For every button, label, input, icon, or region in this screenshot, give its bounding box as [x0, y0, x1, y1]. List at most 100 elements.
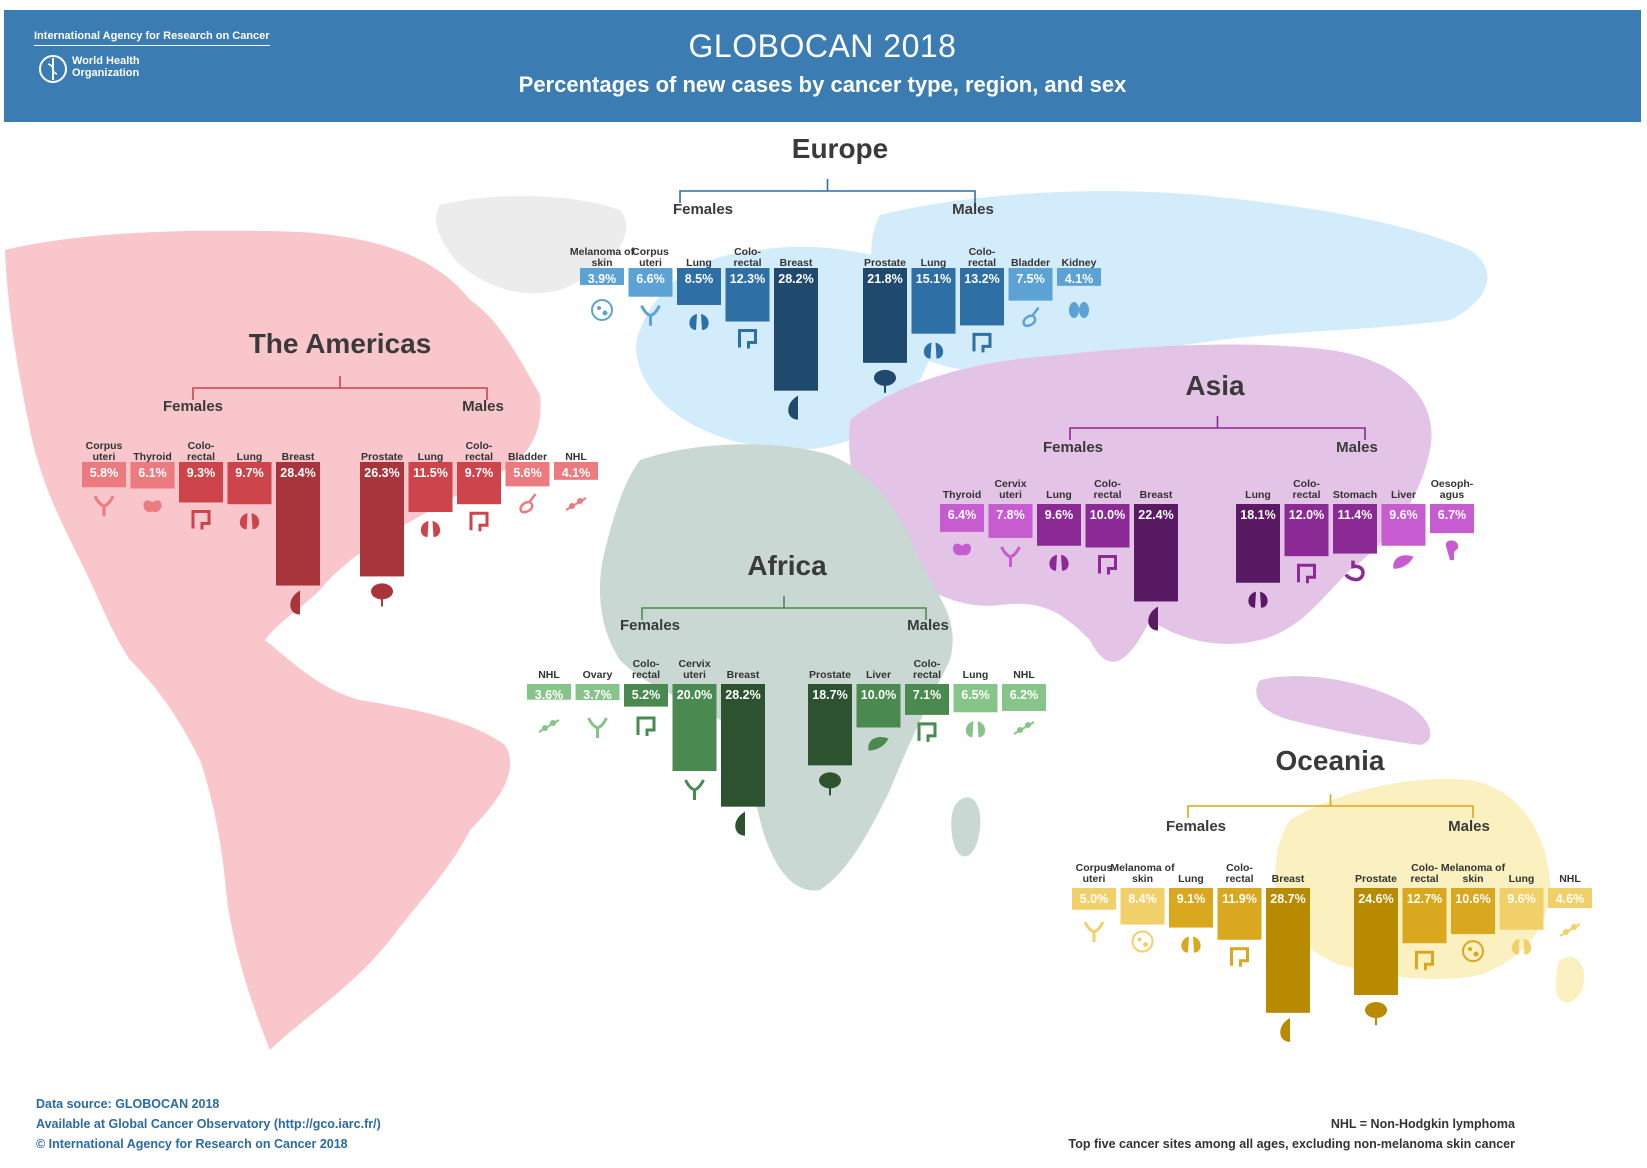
bar-value-label: 9.6% — [1507, 892, 1536, 906]
lung-left-lobe — [239, 513, 248, 530]
bar-category-label: NHL — [538, 669, 560, 681]
prostate-icon — [819, 772, 841, 796]
bar-category-label: rectal — [733, 257, 761, 269]
male-bar-colo-rectal: Colo-rectal 12.7% — [1402, 862, 1447, 971]
lymph-node — [577, 498, 583, 504]
bar-category-label: NHL — [1559, 873, 1581, 885]
map-americas — [5, 230, 541, 1050]
breast-icon — [1280, 1017, 1290, 1042]
bar-category-label: Corpus — [632, 246, 669, 258]
skin-spot — [602, 310, 608, 316]
region-title: Asia — [1185, 370, 1245, 401]
bar-rect — [580, 268, 624, 285]
region-bracket — [1069, 416, 1366, 440]
bar-rect — [863, 268, 907, 363]
bar-value-label: 28.4% — [280, 466, 315, 480]
female-bar-breast: Breast 28.2% — [774, 257, 818, 420]
lung-icon — [689, 313, 709, 330]
female-bar-colo-rectal: Colo-rectal 12.3% — [725, 246, 770, 349]
bar-value-label: 12.7% — [1407, 892, 1442, 906]
bar-value-label: 15.1% — [916, 272, 951, 286]
uterus-icon — [1000, 546, 1021, 567]
bar-rect — [960, 268, 1004, 326]
bar-category-label: Lung — [1178, 873, 1204, 885]
uterus-body — [587, 717, 608, 730]
map-africa — [600, 444, 953, 891]
stomach-shape — [1344, 560, 1365, 582]
female-bar-breast: Breast 28.2% — [721, 669, 765, 836]
uterus-icon — [640, 305, 661, 326]
bar-value-label: 10.0% — [1090, 508, 1125, 522]
males-label: Males — [952, 201, 994, 218]
bar-rect — [527, 684, 571, 700]
bar-category-label: Corpus — [1076, 862, 1113, 874]
bar-value-label: 7.1% — [913, 688, 942, 702]
prostate-icon — [1365, 1002, 1387, 1026]
lung-right-lobe — [977, 721, 986, 738]
uterus-body — [93, 495, 115, 508]
colon-icon — [917, 722, 937, 742]
colon-icon — [1415, 950, 1434, 971]
bar-category-label: NHL — [565, 451, 587, 463]
breast-icon — [1148, 606, 1158, 631]
lymph-node — [542, 725, 548, 731]
females-label: Females — [620, 617, 680, 634]
bar-value-label: 6.2% — [1010, 688, 1039, 702]
bar-category-label: rectal — [913, 669, 941, 681]
region-title: The Americas — [249, 328, 432, 359]
female-bar-breast: Breast 22.4% — [1134, 489, 1178, 631]
colon-icon — [191, 509, 211, 530]
bar-value-label: 20.0% — [677, 688, 712, 702]
bar-category-label: rectal — [1225, 873, 1253, 885]
breast-shape — [1148, 606, 1158, 631]
colon-icon — [1230, 947, 1249, 967]
males-label: Males — [1336, 439, 1378, 456]
bar-rect — [505, 462, 550, 487]
oesophagus-icon — [1445, 540, 1459, 561]
bar-rect — [721, 684, 765, 807]
skin-outline — [1131, 930, 1154, 953]
footer-top5-note: Top five cancer sites among all ages, ex… — [1068, 1137, 1515, 1151]
male-bar-lung: Lung 15.1% — [911, 257, 956, 359]
bar-value-label: 18.1% — [1240, 508, 1275, 522]
female-bar-lung: Lung 9.1% — [1169, 873, 1213, 953]
thyroid-shape — [953, 543, 971, 556]
bar-rect — [408, 462, 453, 513]
breast-shape — [735, 811, 745, 836]
male-bar-colo-rectal: Colo-rectal 9.7% — [457, 440, 501, 532]
bar-rect — [672, 684, 717, 771]
bar-category-label: Cervix — [994, 478, 1026, 490]
male-bar-nhl: NHL 4.1% — [554, 451, 598, 511]
bar-value-label: 6.7% — [1438, 508, 1467, 522]
lung-left-lobe — [420, 521, 429, 538]
bar-rect — [575, 684, 620, 701]
lymph-node — [550, 720, 556, 726]
female-bar-lung: Lung 9.7% — [227, 451, 272, 530]
skin-icon — [1462, 940, 1484, 963]
lung-right-lobe — [1260, 591, 1268, 608]
bar-category-label: Colo- — [969, 246, 996, 258]
stomach-icon — [1344, 560, 1365, 582]
lung-icon — [420, 521, 441, 538]
thyroid-shape — [143, 500, 162, 513]
breast-shape — [1280, 1017, 1290, 1042]
bar-category-label: Colo- — [914, 658, 941, 670]
bar-category-label: Melanoma of — [570, 246, 635, 258]
colon-path — [1230, 947, 1249, 967]
bar-value-label: 3.6% — [535, 688, 564, 702]
colon-path — [636, 716, 656, 736]
bar-category-label: Kidney — [1061, 257, 1096, 269]
uterus-body — [1083, 921, 1105, 934]
lung-right-lobe — [251, 513, 260, 530]
lung-left-lobe — [1248, 591, 1256, 608]
lung-left-lobe — [923, 342, 932, 359]
colon-path — [1415, 950, 1434, 971]
lung-right-lobe — [1523, 938, 1532, 955]
bar-value-label: 12.3% — [730, 272, 765, 286]
bar-value-label: 9.7% — [235, 466, 264, 480]
